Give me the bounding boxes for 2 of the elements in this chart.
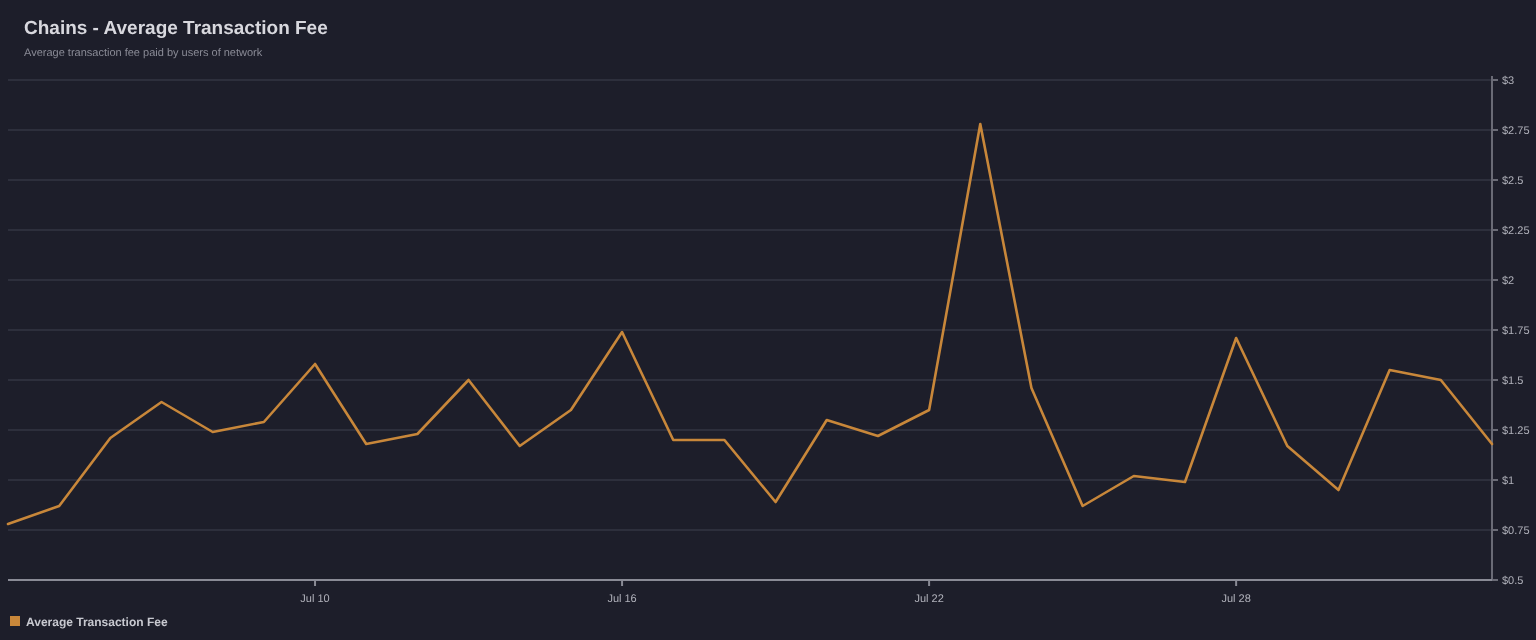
chart-title: Chains - Average Transaction Fee <box>24 18 328 40</box>
line-series <box>6 122 1494 526</box>
